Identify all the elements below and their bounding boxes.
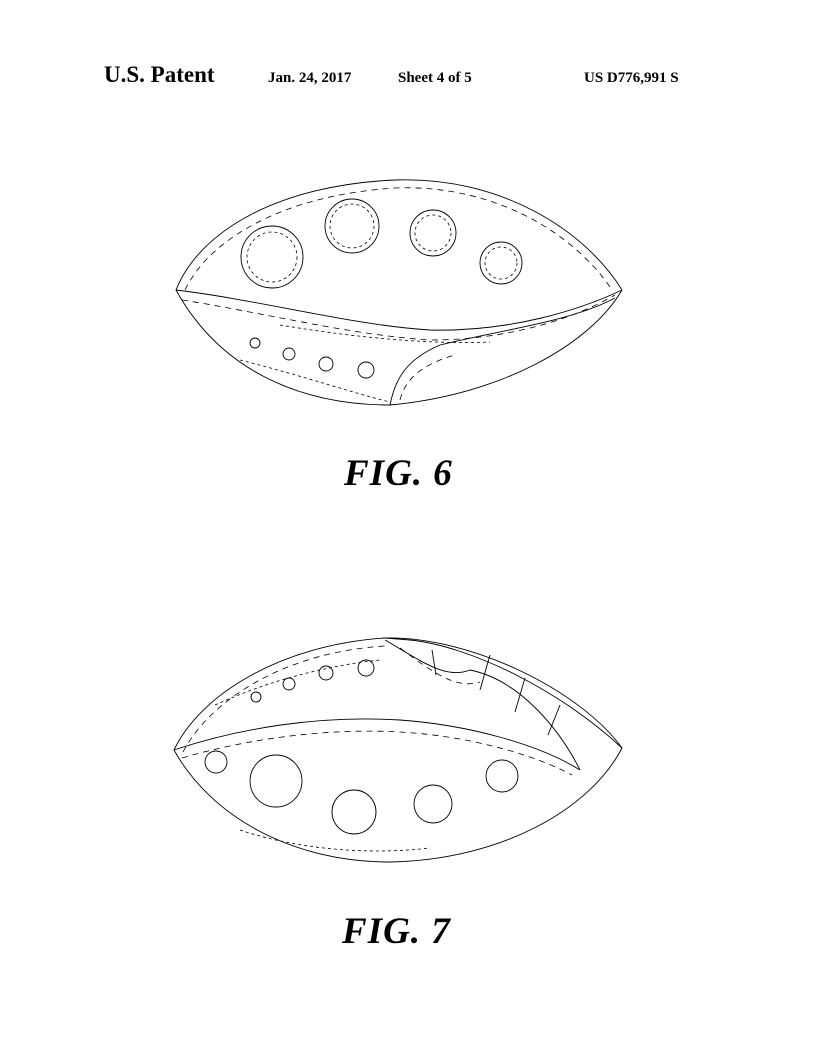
fig7-hole-4 bbox=[414, 785, 452, 823]
fig7-hole-1 bbox=[205, 751, 227, 773]
fig6-drawing bbox=[0, 160, 816, 430]
sheet-number: Sheet 4 of 5 bbox=[398, 70, 472, 87]
fig7-small-hole-2 bbox=[283, 678, 295, 690]
fig6-small-hole-4 bbox=[358, 362, 374, 378]
fig7-label: FIG. 7 bbox=[342, 910, 451, 953]
fig6-small-hole-3 bbox=[319, 357, 333, 371]
fig6-hole-4 bbox=[480, 242, 522, 284]
fig7-small-hole-3 bbox=[319, 666, 333, 680]
fig7-small-hole-4 bbox=[358, 660, 374, 676]
fig6-hole-3 bbox=[410, 210, 456, 256]
fig7-small-hole-1 bbox=[251, 692, 261, 702]
fig7-waist-line bbox=[174, 719, 580, 770]
fig6-waist-line bbox=[176, 290, 622, 330]
fig6-label: FIG. 6 bbox=[344, 452, 453, 495]
fig7-hole-2 bbox=[250, 755, 302, 807]
fig6-hole-2 bbox=[325, 199, 379, 253]
fig7-drawing bbox=[0, 630, 816, 900]
fig6-hole-1 bbox=[241, 226, 303, 288]
fig6-small-hole-1 bbox=[250, 338, 260, 348]
fig6-small-hole-2 bbox=[283, 348, 295, 360]
patent-number: US D776,991 S bbox=[584, 70, 679, 87]
fig6-outer-shape bbox=[176, 180, 622, 405]
fig7-hole-5 bbox=[486, 760, 518, 792]
patent-date: Jan. 24, 2017 bbox=[268, 70, 351, 87]
fig7-outer-shape bbox=[174, 638, 622, 862]
fig7-hole-3 bbox=[332, 790, 376, 834]
patent-header-title: U.S. Patent bbox=[104, 62, 215, 88]
